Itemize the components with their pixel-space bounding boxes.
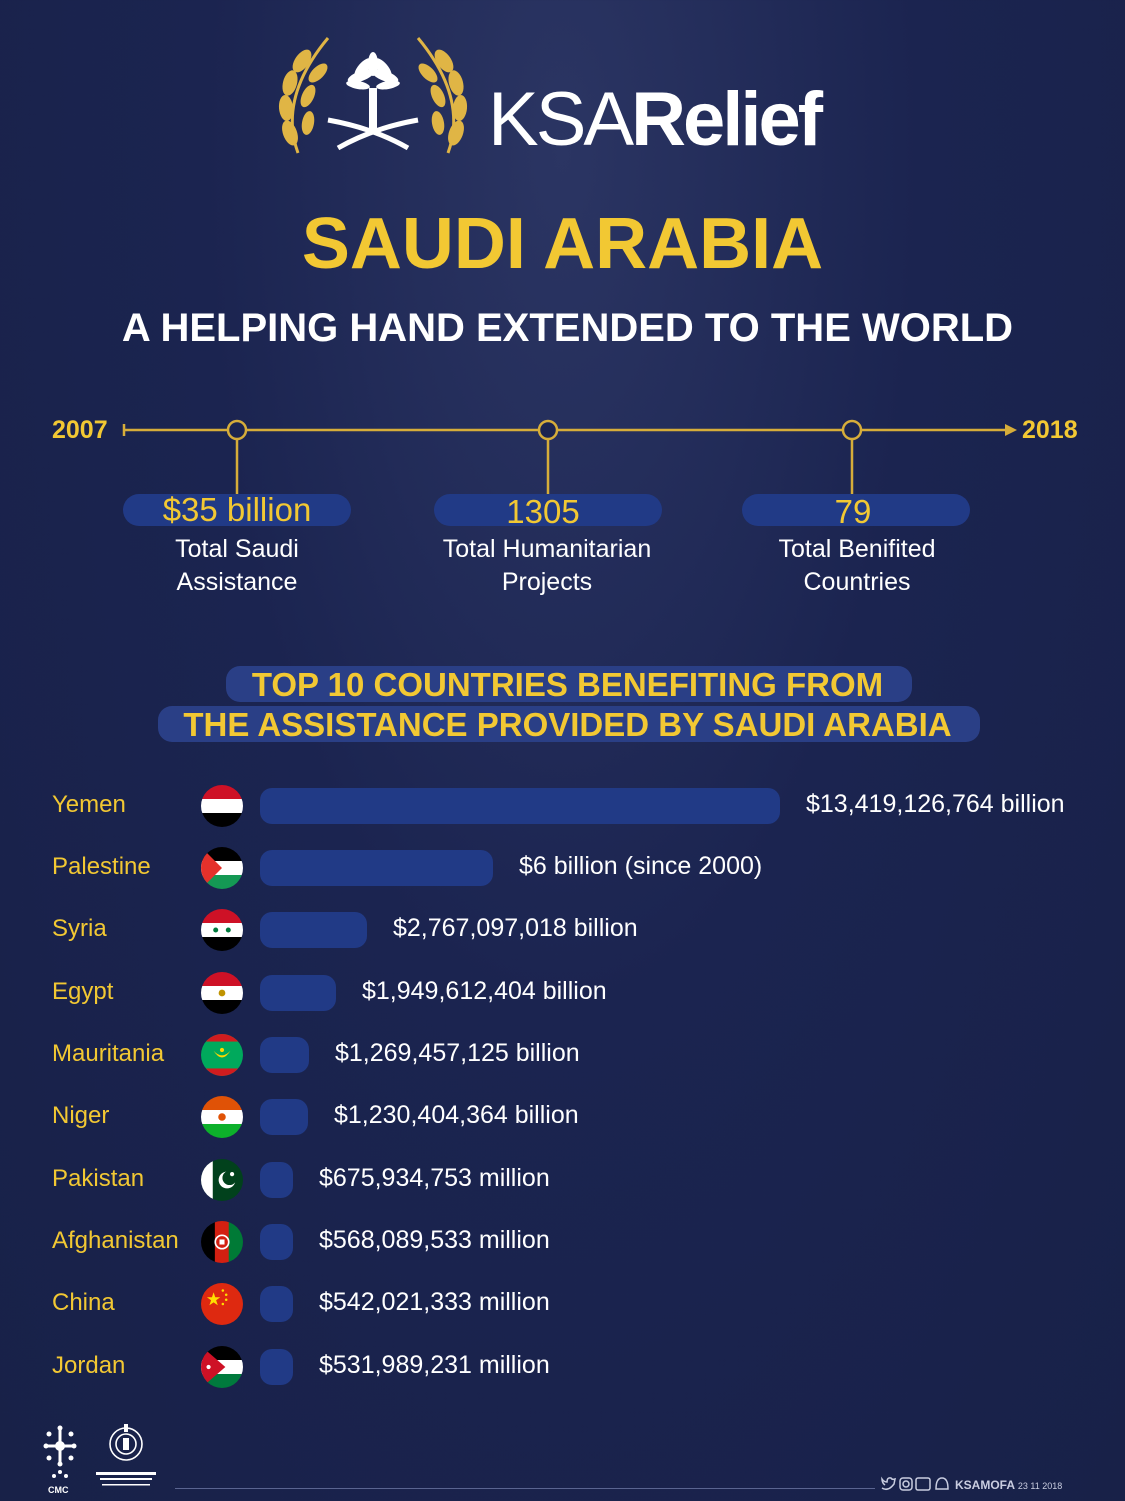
chart-row-yemen: Yemen $13,419,126,764 billion	[0, 781, 1125, 831]
chart-heading-line2: THE ASSISTANCE PROVIDED BY SAUDI ARABIA	[183, 706, 952, 743]
country-label: Yemen	[52, 791, 126, 818]
chart-row-niger: Niger $1,230,404,364 billion	[0, 1092, 1125, 1142]
timeline-axis	[122, 419, 1017, 495]
bar-value-label: $1,230,404,364 billion	[334, 1101, 579, 1129]
chart-row-mauritania: Mauritania $1,269,457,125 billion	[0, 1030, 1125, 1080]
timeline-end-year: 2018	[1022, 416, 1078, 444]
bar-value-label: $13,419,126,764 billion	[806, 790, 1065, 818]
page-title: SAUDI ARABIA	[301, 204, 824, 284]
timeline-marker	[537, 419, 559, 441]
page-subtitle: A HELPING HAND EXTENDED TO THE WORLD	[121, 306, 1014, 350]
egypt-flag-icon	[201, 972, 243, 1014]
stat-pill	[123, 494, 351, 526]
afghanistan-flag-icon	[201, 1221, 243, 1263]
country-label: Mauritania	[52, 1040, 165, 1067]
youtube-icon	[915, 1477, 931, 1491]
country-label: Jordan	[52, 1352, 126, 1379]
footer-divider	[175, 1488, 875, 1489]
palestine-flag-icon	[201, 847, 243, 889]
chart-row-syria: Syria $2,767,097,018 billion	[0, 905, 1125, 955]
chart-row-afghanistan: Afghanistan $568,089,533 million	[0, 1217, 1125, 1267]
palm-swords-emblem-icon	[327, 52, 419, 151]
bar-value-label: $1,269,457,125 billion	[335, 1039, 580, 1067]
social-icons	[881, 1476, 949, 1491]
bar	[260, 912, 367, 948]
bar	[260, 1349, 293, 1385]
country-label: Pakistan	[52, 1165, 145, 1192]
chart-row-egypt: Egypt $1,949,612,404 billion	[0, 968, 1125, 1018]
stat-countries-label: Total Benifited Countries	[778, 535, 936, 596]
country-label: Niger	[52, 1102, 110, 1129]
niger-flag-icon	[201, 1096, 243, 1138]
chart-row-jordan: Jordan $531,989,231 million	[0, 1342, 1125, 1392]
ksa-relief-logo	[278, 37, 468, 154]
country-label: Egypt	[52, 978, 114, 1005]
bar-value-label: $568,089,533 million	[319, 1226, 550, 1254]
country-label: Palestine	[52, 853, 151, 880]
cmc-logo-text: CMC	[48, 1485, 69, 1495]
chart-heading-line1: TOP 10 COUNTRIES BENEFITING FROM	[251, 666, 884, 703]
timeline-start-year: 2007	[52, 416, 108, 444]
bar	[260, 1162, 293, 1198]
bar-value-label: $6 billion (since 2000)	[519, 852, 763, 880]
ministry-foreign-affairs-logo	[96, 1424, 156, 1486]
brand-name: KSARelief	[488, 82, 823, 158]
timeline-marker	[841, 419, 863, 441]
chart-row-china: China $542,021,333 million	[0, 1279, 1125, 1329]
cmc-logo	[43, 1425, 77, 1478]
bar	[260, 1037, 309, 1073]
instagram-icon	[899, 1477, 913, 1491]
stat-total-assistance-label: Total Saudi Assistance	[175, 535, 299, 596]
country-label: Syria	[52, 915, 107, 942]
chart-row-palestine: Palestine $6 billion (since 2000)	[0, 843, 1125, 893]
twitter-icon	[881, 1476, 896, 1491]
mauritania-flag-icon	[201, 1034, 243, 1076]
wheat-wreath-right-icon	[418, 49, 468, 146]
bar	[260, 850, 493, 886]
stat-projects-label: Total Humanitarian Projects	[442, 535, 652, 596]
brand-bold: Relief	[631, 77, 823, 162]
wheat-wreath-left-icon	[278, 49, 328, 146]
timeline-marker	[226, 419, 248, 441]
bar-value-label: $2,767,097,018 billion	[393, 914, 638, 942]
bar	[260, 1286, 293, 1322]
stat-countries-value: 79	[834, 493, 872, 530]
stat-total-assistance-value: $35 billion	[162, 491, 312, 528]
country-label: China	[52, 1289, 115, 1316]
jordan-flag-icon	[201, 1346, 243, 1388]
stat-pill	[434, 494, 662, 526]
bar	[260, 1224, 293, 1260]
brand-light: KSA	[488, 77, 634, 162]
pakistan-flag-icon	[201, 1159, 243, 1201]
bar-value-label: $542,021,333 million	[319, 1288, 550, 1316]
china-flag-icon	[201, 1283, 243, 1325]
bar-value-label: $1,949,612,404 billion	[362, 977, 607, 1005]
bar-value-label: $531,989,231 million	[319, 1351, 550, 1379]
footer-handle: KSAMOFA 23 11 2018	[955, 1478, 1063, 1492]
heading-highlight	[158, 706, 980, 742]
chart-row-pakistan: Pakistan $675,934,753 million	[0, 1155, 1125, 1205]
bar	[260, 1099, 308, 1135]
country-label: Afghanistan	[52, 1227, 179, 1254]
stat-projects-value: 1305	[506, 493, 580, 530]
bar-value-label: $675,934,753 million	[319, 1164, 550, 1192]
heading-highlight	[226, 666, 912, 702]
bar	[260, 975, 336, 1011]
snapchat-icon	[935, 1477, 949, 1490]
stat-pill	[742, 494, 970, 526]
yemen-flag-icon	[201, 785, 243, 827]
bar	[260, 788, 780, 824]
syria-flag-icon	[201, 909, 243, 951]
